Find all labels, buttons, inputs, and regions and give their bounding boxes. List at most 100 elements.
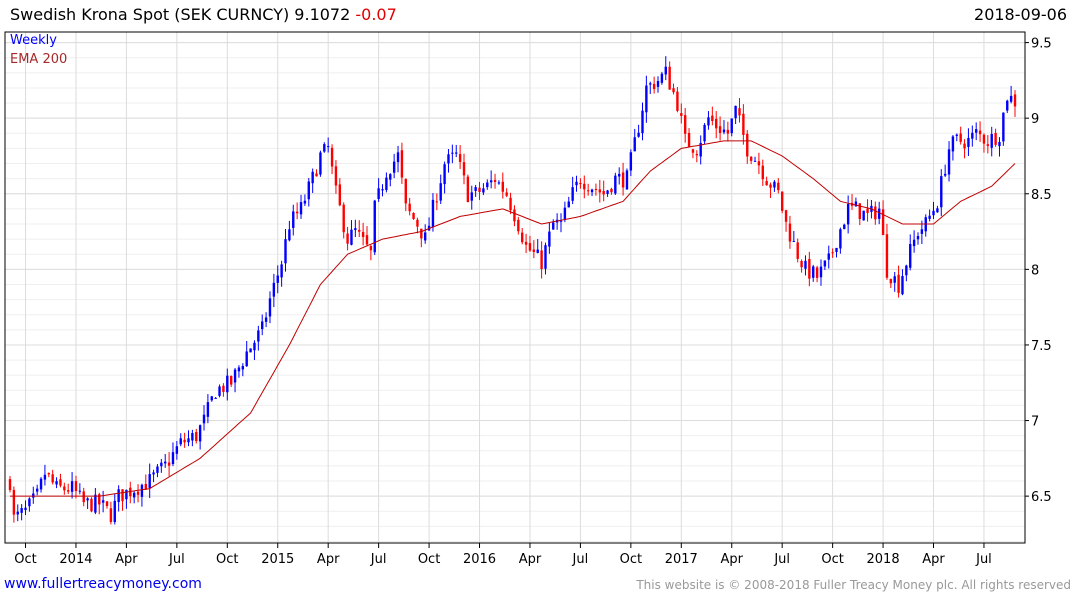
candle [365,226,369,247]
candle-body [474,187,477,191]
candle [292,204,295,236]
candle-body [233,369,237,383]
candle [540,241,543,279]
candle [792,230,796,242]
candle [195,428,198,444]
candle [905,264,908,282]
x-tick-label: Apr [720,552,743,567]
candle [125,489,128,509]
candle [59,473,62,488]
candle-body [680,113,683,116]
candle-body [179,438,182,445]
candle-body [932,210,935,216]
candle [354,219,357,238]
candle-body [245,351,248,367]
candle [971,125,974,147]
candle [338,178,342,207]
y-tick-label: 7 [1031,415,1039,430]
candle [136,484,140,503]
candle-body [943,173,947,176]
candle-body [261,321,264,330]
candle-body [637,132,640,137]
candle [625,168,629,190]
candle-body [311,171,314,184]
candle [881,200,885,236]
candle-body [171,452,175,465]
candle-body [63,486,66,491]
candle-body [905,265,908,276]
candle-body [350,229,353,245]
candle [668,61,671,90]
candle [757,152,761,175]
candle [815,265,819,283]
candle [843,223,846,230]
candle [850,194,854,210]
candle [400,142,404,184]
candle-body [586,190,590,192]
candle [39,477,43,493]
candle [687,128,691,148]
candle-body [78,490,82,492]
candle [683,107,687,143]
candle-body [940,176,943,208]
candle [777,178,780,194]
candle-body [660,73,664,83]
candle-body [567,201,570,208]
candle [536,239,539,254]
candle-body [672,88,675,93]
candle [804,255,807,276]
candle-body [416,219,419,227]
candle-body [396,152,400,163]
candle-body [373,200,376,253]
candle [167,452,171,477]
candle-body [501,181,504,192]
candle-body [769,184,772,188]
candle [474,184,477,197]
candle [55,477,58,489]
candle [241,363,245,377]
candle-body [195,431,198,442]
website-link[interactable]: www.fullertreacymoney.com [4,576,202,592]
candle [276,265,279,294]
candle-body [936,208,939,213]
candle [998,137,1001,157]
candle [575,175,578,192]
candle-body [361,232,365,238]
candle [606,189,609,197]
candle [334,160,338,194]
candle [245,340,248,367]
candle-body [191,432,194,441]
candle [82,487,85,507]
candle [808,251,811,287]
candle-body [43,474,47,480]
candle [156,464,159,478]
candle-body [703,124,706,142]
candle [229,375,233,388]
candle-body [897,274,900,293]
candle-body [928,215,931,219]
candle-body [540,250,543,269]
candle-body [1009,95,1013,102]
candle-body [909,243,912,268]
candle-body [571,187,574,201]
candle [392,153,396,179]
candle [524,233,528,254]
candle-body [722,129,726,133]
candle-body [24,507,27,511]
candle-body [466,176,470,203]
candle-body [521,232,524,243]
candle [703,123,706,145]
candle-body [579,182,582,185]
candle-body [412,212,415,220]
candle-body [765,180,768,186]
candle-body [757,161,761,166]
candle-body [695,154,699,156]
candle-body [610,188,613,193]
candle-body [493,179,497,182]
candle [695,150,699,163]
legend-weekly: Weekly [10,33,57,48]
candle [994,128,997,147]
candle [974,122,978,141]
candle [563,201,567,223]
